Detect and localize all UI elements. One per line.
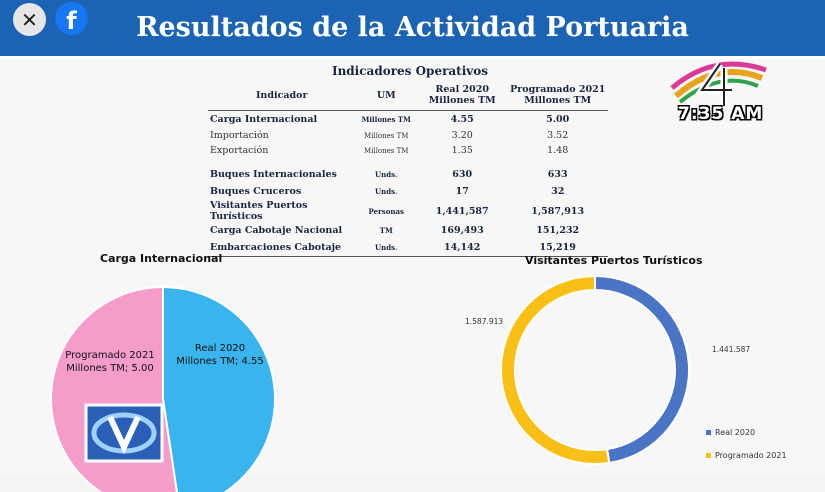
row-indicator: Carga Cabotaje Nacional <box>210 225 343 236</box>
clock-time: 7:35 AM <box>678 104 764 124</box>
row-um: Millones TM <box>364 131 409 140</box>
pie-slice-real <box>162 285 276 492</box>
channel-logo <box>670 61 767 106</box>
column-header-um: UM <box>355 80 418 111</box>
legend-item-real: Real 2020 <box>706 428 755 437</box>
legend-label-programado: Programado 2021 <box>715 451 787 460</box>
row-um: Millones TM <box>361 115 411 124</box>
row-real: 3.20 <box>451 130 473 141</box>
pie-label-real: Real 2020 Millones TM; 4.55 <box>176 343 264 367</box>
row-real: 630 <box>452 169 473 180</box>
row-prog: 32 <box>551 186 565 197</box>
row-prog: 1,587,913 <box>531 205 585 217</box>
column-header-indicador: Indicador <box>208 80 356 111</box>
row-prog: 151,232 <box>536 225 580 236</box>
row-um: Millones TM <box>364 146 409 155</box>
facebook-button[interactable]: f <box>55 2 88 35</box>
donut-chart <box>500 274 690 465</box>
legend-item-programado: Programado 2021 <box>706 451 787 460</box>
row-prog: 633 <box>547 169 568 180</box>
legend-swatch-real <box>706 430 711 435</box>
row-real: 1.35 <box>451 145 473 156</box>
row-prog: 15,219 <box>507 239 608 257</box>
row-um: Unds. <box>355 239 418 257</box>
row-indicator: Visitantes Puertos Turísticos <box>210 200 308 222</box>
row-real: 14,142 <box>417 239 508 257</box>
row-um: TM <box>379 226 393 235</box>
legend-label-real: Real 2020 <box>715 428 756 437</box>
title-banner: Resultados de la Actividad Portuaria <box>0 0 825 59</box>
row-real: 4.55 <box>450 114 474 125</box>
page-title: Resultados de la Actividad Portuaria <box>136 12 689 43</box>
table-row: Carga Internacional Millones TM 4.55 5.0… <box>208 111 608 129</box>
row-um: Personas <box>368 206 404 216</box>
row-indicator: Importación <box>210 130 269 141</box>
channel-watermark-logo <box>84 403 164 463</box>
row-um: Unds. <box>375 187 398 196</box>
donut-label-programado: 1.587.913 <box>465 317 504 326</box>
table-row: Carga Cabotaje Nacional TM 169,493 151,2… <box>208 222 608 239</box>
table-title: Indicadores Operativos <box>331 64 489 78</box>
donut-label-real: 1.441.587 <box>712 345 751 354</box>
row-prog: 5.00 <box>546 114 570 125</box>
table-row: Importación Millones TM 3.20 3.52 <box>208 128 608 143</box>
pie-chart-title: Carga Internacional <box>100 252 223 265</box>
row-real: 17 <box>455 186 469 197</box>
row-indicator: Embarcaciones Cabotaje <box>208 239 356 257</box>
row-prog: 3.52 <box>547 130 569 141</box>
facebook-icon: f <box>66 7 77 35</box>
row-indicator: Exportación <box>210 145 269 156</box>
row-real: 1,441,587 <box>435 205 489 217</box>
table-row: Exportación Millones TM 1.35 1.48 <box>208 143 608 158</box>
row-indicator: Buques Internacionales <box>210 169 337 180</box>
row-indicator: Buques Cruceros <box>210 186 302 197</box>
indicators-table: Indicador UM Real 2020 Millones TM Progr… <box>208 80 608 257</box>
table-row: Visitantes Puertos Turísticos Personas 1… <box>208 200 608 222</box>
table-row: Buques Cruceros Unds. 17 32 <box>208 183 608 200</box>
table-spacer <box>208 158 608 166</box>
donut-slice-real <box>594 274 690 465</box>
close-button[interactable]: ✕ <box>13 3 46 36</box>
row-real: 169,493 <box>440 225 484 236</box>
row-prog: 1.48 <box>547 145 569 156</box>
close-icon: ✕ <box>21 7 38 32</box>
donut-chart-title: Visitantes Puertos Turísticos <box>525 254 703 267</box>
table-row: Embarcaciones Cabotaje Unds. 14,142 15,2… <box>208 239 608 257</box>
row-indicator: Carga Internacional <box>210 114 318 125</box>
pie-chart <box>50 285 276 492</box>
column-header-programado-2021: Programado 2021 Millones TM <box>507 80 608 111</box>
column-header-real-2020: Real 2020 Millones TM <box>417 80 508 111</box>
donut-slice-programado <box>500 274 611 465</box>
pie-label-programado: Programado 2021 Millones TM; 5.00 <box>65 350 155 374</box>
legend-swatch-programado <box>706 453 711 458</box>
row-um: Unds. <box>375 170 398 179</box>
table-row: Buques Internacionales Unds. 630 633 <box>208 166 608 183</box>
